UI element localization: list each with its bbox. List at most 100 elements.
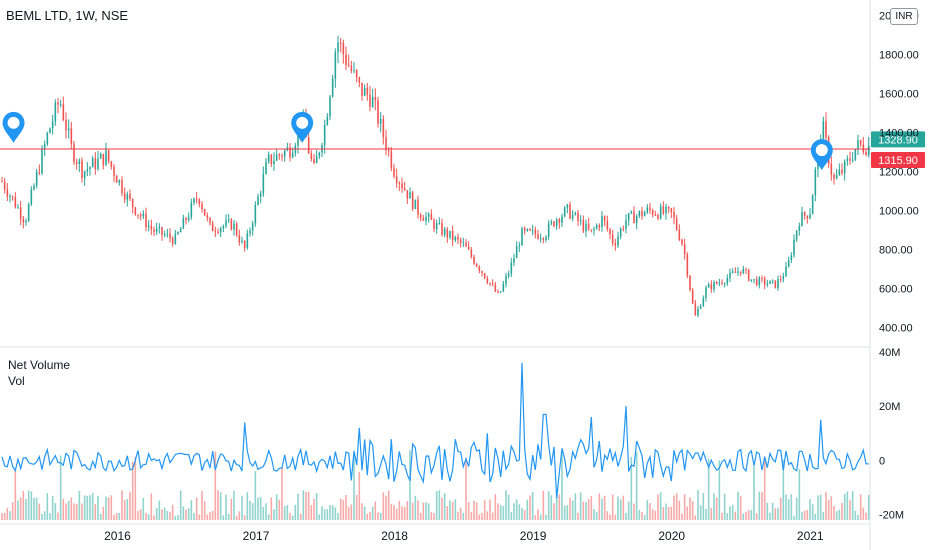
candle-body — [366, 87, 369, 95]
candle — [369, 86, 371, 112]
candle — [150, 219, 153, 236]
time-tick-label: 2020 — [658, 529, 685, 543]
candle-body — [190, 202, 193, 218]
volume-bar — [361, 503, 363, 520]
candle-body — [737, 271, 739, 273]
volume-bar — [526, 499, 529, 520]
price-tick-label: 1800.00 — [879, 50, 919, 62]
volume-bar — [457, 511, 459, 520]
candle-body — [97, 158, 99, 169]
candle — [249, 227, 251, 237]
candle-body — [438, 223, 441, 225]
candle — [209, 217, 211, 226]
volume-bar — [382, 492, 385, 520]
candle-body — [547, 223, 550, 237]
candle-body — [249, 230, 251, 234]
volume-bar — [595, 511, 598, 520]
last-price-bg — [871, 131, 925, 148]
volume-bar — [739, 495, 742, 520]
volume-bar — [830, 496, 833, 520]
candle — [254, 201, 257, 227]
candle — [334, 48, 337, 88]
candle-body — [849, 158, 851, 161]
candle-body — [211, 223, 214, 232]
candle-body — [579, 220, 582, 222]
candle — [11, 195, 14, 201]
volume-bar — [1, 513, 3, 520]
candle — [278, 153, 281, 160]
candle-body — [518, 245, 521, 247]
candle — [521, 226, 523, 246]
candle — [462, 237, 465, 248]
candle-body — [633, 211, 635, 224]
volume-bar — [478, 514, 481, 520]
volume-bar — [561, 451, 563, 520]
candle — [406, 190, 409, 204]
volume-bar — [643, 515, 646, 520]
volume-bar — [857, 514, 859, 520]
volume-bar — [35, 497, 38, 520]
axes-layer: 400.00600.00800.001000.001200.001400.001… — [104, 11, 919, 543]
candle-body — [105, 150, 107, 165]
candle-body — [270, 154, 273, 164]
volume-bar — [598, 493, 601, 520]
volume-bar — [862, 507, 865, 520]
volume-bar — [779, 497, 782, 520]
candle-body — [233, 223, 235, 230]
candle-body — [345, 54, 347, 65]
candle — [683, 238, 686, 260]
volume-bar — [169, 512, 171, 520]
volume-bar — [217, 490, 219, 520]
candle-body — [691, 289, 694, 304]
candle — [219, 226, 222, 238]
candle — [750, 279, 753, 283]
volume-bar — [507, 494, 510, 520]
price-tick-label: 1200.00 — [879, 167, 919, 179]
candle-body — [334, 52, 337, 79]
candle — [393, 163, 395, 179]
marker-dot — [815, 144, 828, 157]
candle — [259, 190, 262, 204]
candle-body — [379, 118, 382, 124]
candle — [830, 156, 833, 181]
marker-dot — [7, 116, 20, 129]
volume-bar — [497, 503, 499, 520]
candle — [329, 95, 331, 120]
candle-body — [443, 229, 446, 235]
candle — [214, 226, 217, 237]
candle-body — [281, 155, 283, 157]
candle — [630, 210, 633, 215]
candle-body — [771, 280, 774, 282]
candle — [681, 238, 683, 246]
candle — [81, 157, 83, 183]
volume-bar — [859, 494, 862, 520]
volume-bar — [550, 495, 553, 520]
volume-bar — [19, 497, 22, 520]
volume-bar — [686, 506, 689, 520]
candle-body — [49, 128, 51, 133]
last-price-badge: 1328.90 — [871, 131, 925, 148]
volume-bar — [358, 471, 361, 520]
candle-body — [841, 169, 843, 174]
candle-body — [9, 196, 11, 198]
candle-body — [361, 82, 363, 96]
candle — [161, 226, 163, 241]
volume-bar — [673, 495, 675, 520]
candle-body — [241, 240, 243, 243]
candle-body — [494, 284, 497, 292]
volume-bar — [814, 513, 817, 520]
candle — [617, 231, 619, 248]
candle — [361, 82, 363, 101]
volume-bar — [529, 495, 531, 520]
candle — [809, 207, 811, 220]
candle-body — [387, 150, 390, 152]
volume-bar — [153, 515, 155, 520]
volume-bar — [246, 492, 249, 520]
candle — [566, 203, 569, 214]
volume-bar — [827, 499, 830, 520]
candle — [537, 229, 539, 240]
candle — [483, 272, 486, 280]
volume-bar — [395, 508, 398, 520]
currency-badge[interactable]: INR — [890, 8, 918, 25]
candle — [553, 220, 555, 228]
